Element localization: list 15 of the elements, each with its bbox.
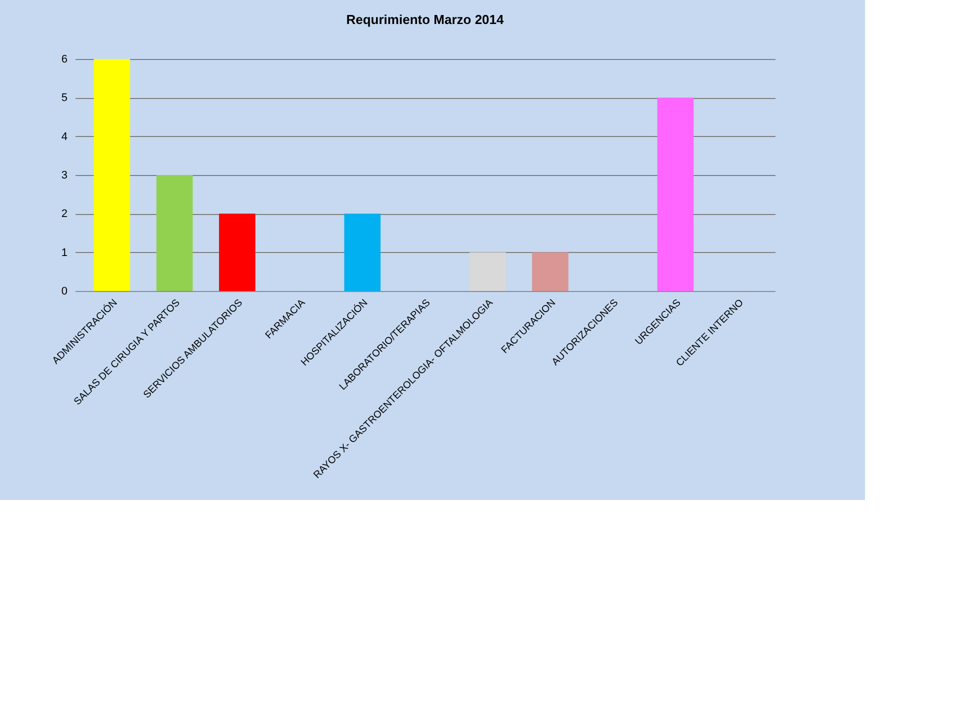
- y-tick-label: 6: [61, 54, 68, 66]
- y-tick-label: 3: [61, 170, 68, 182]
- y-tick-label: 4: [61, 130, 68, 143]
- bar: [344, 214, 381, 291]
- bar: [219, 214, 256, 291]
- bar: [469, 252, 506, 291]
- bar: [657, 98, 694, 291]
- bar: [532, 252, 568, 291]
- bar: [94, 59, 130, 291]
- y-tick-label: 2: [61, 208, 68, 220]
- y-tick-label: 0: [61, 286, 68, 298]
- y-tick-label: 1: [61, 246, 68, 259]
- bar: [156, 175, 193, 291]
- chart-title: Requrimiento Marzo 2014: [346, 12, 505, 27]
- y-tick-label: 5: [61, 92, 68, 104]
